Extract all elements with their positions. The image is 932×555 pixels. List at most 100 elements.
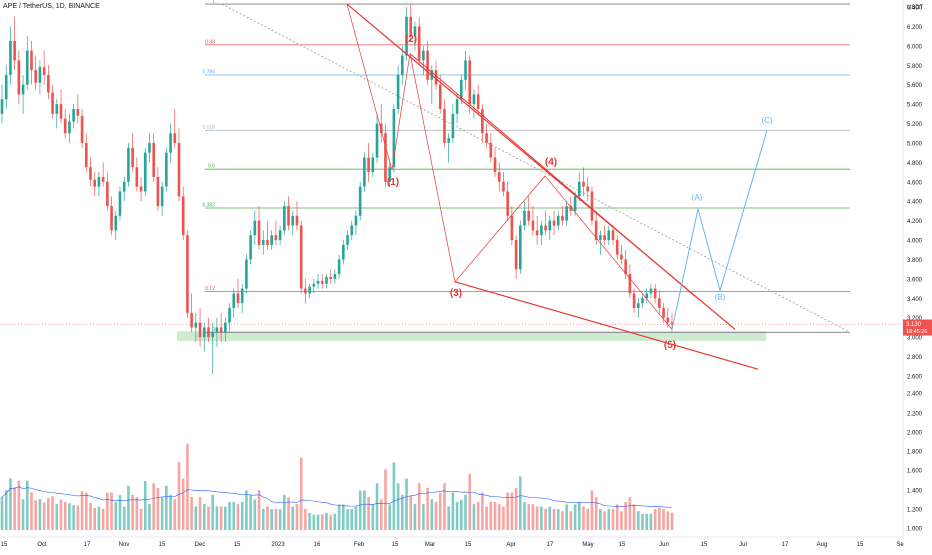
candle-body [257,220,261,245]
candle-body [143,152,147,192]
candle-body [422,50,425,61]
volume-bar [649,513,653,530]
candle-body [506,191,509,216]
candle-body [135,167,139,187]
candle-body [569,206,573,211]
volume-bar [274,508,278,530]
volume-bar [485,506,488,530]
price-axis[interactable]: 6.400 6.200 6.000 5.800 5.600 5.400 5.200 5.000… [903,5,932,381]
wave-label: (A) [692,193,703,202]
candle-body [97,176,101,187]
volume-bar [186,443,189,530]
candle-body [514,240,518,270]
candle-body [632,293,636,309]
volume-bar [215,506,219,530]
candle-body [253,220,257,236]
candle-body [624,259,627,275]
volume-bar [47,498,50,530]
volume-bar [464,494,467,530]
volume-bar [93,507,97,530]
volume-bar [573,504,577,530]
volume-bar [438,492,442,530]
volume-bar [122,506,126,530]
time-axis[interactable]: 15 Oct 17 Nov 15 Dec 15 2023 16 Feb 15 Mar 15 Apr 17 Ma… [1,542,905,548]
candle-body [333,274,337,279]
candle-body [561,215,564,221]
candle-body [228,308,231,323]
time-tick-label: 2023 [271,542,285,548]
volume-bar [257,490,261,530]
time-tick-label: Apr [506,542,515,548]
candle-body [308,286,311,294]
volume-bar [299,457,303,530]
candle-body [173,133,177,143]
candle-body [76,108,80,116]
candle-body [371,157,375,173]
candle-body [497,172,501,182]
candle-body [342,244,345,260]
volume-bar [653,509,657,530]
volume-bar [565,504,568,530]
candle-body [148,142,151,153]
price-tick-label: 3.200 [907,316,923,322]
wave-label: (5) [664,340,676,351]
volume-bar [291,506,295,530]
fib-level-label: 0.88 [205,39,215,45]
volume-bar [481,492,484,530]
volume-bar [63,501,67,530]
candle-body [658,298,661,309]
volume-bar [548,506,552,530]
candle-body [17,60,21,95]
last-price-label: 3.130 [906,322,922,328]
time-tick-label: Aug [817,542,828,548]
volume-bar [316,514,320,530]
candle-body [84,142,88,168]
volume-bar [228,501,231,530]
candle-body [599,235,602,241]
volume-bar [426,487,429,530]
volume-bar [131,494,134,530]
volume-bar [430,499,434,530]
candle-body [274,235,278,241]
countdown-label: 18:45:26 [906,329,927,335]
time-tick-label: Mar [425,542,435,548]
volume-bar [514,487,518,530]
candle-body [670,322,674,325]
candle-body [565,206,568,221]
volume-bar [156,487,160,530]
candle-body [388,167,391,182]
volume-bar [312,514,316,530]
volume-bar [308,512,311,530]
candle-body [447,138,450,143]
volume-tick-label: 1.200 [907,508,923,514]
price-tick-label: 2.800 [907,355,923,361]
candle-body [540,225,543,236]
volume-bar [346,509,349,530]
candle-body [110,206,113,231]
volume-bar [582,506,585,530]
candle-body [544,225,547,231]
volume-bar [662,509,665,530]
candle-body [556,215,560,226]
candle-body [160,186,164,207]
volume-bar [556,509,560,530]
volume-bar [379,499,383,530]
volume-bar [127,485,130,530]
price-tick-label: 3.400 [907,297,923,303]
candle-body [548,220,552,231]
candle-body [594,220,598,241]
candle-body [270,235,273,245]
volume-tick-label: 1.800 [907,450,923,456]
volume-bar [17,480,21,530]
volume-bar [177,462,181,530]
volume-bar [25,480,29,530]
time-tick-label: Jun [659,542,669,548]
volume-bar [202,504,206,530]
candle-body [337,259,341,275]
candle-body [232,293,236,309]
fib-level-label: 0.12 [205,286,215,292]
candle-body [502,181,505,192]
volume-bar [30,492,33,530]
volume-bar [13,487,16,530]
